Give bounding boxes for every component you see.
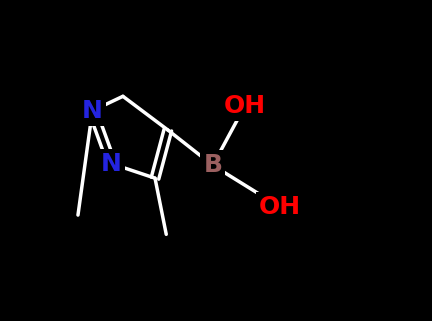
Text: N: N (101, 152, 122, 176)
Text: B: B (203, 153, 222, 177)
Text: N: N (82, 99, 103, 123)
Text: OH: OH (259, 195, 301, 219)
Text: OH: OH (224, 94, 266, 118)
